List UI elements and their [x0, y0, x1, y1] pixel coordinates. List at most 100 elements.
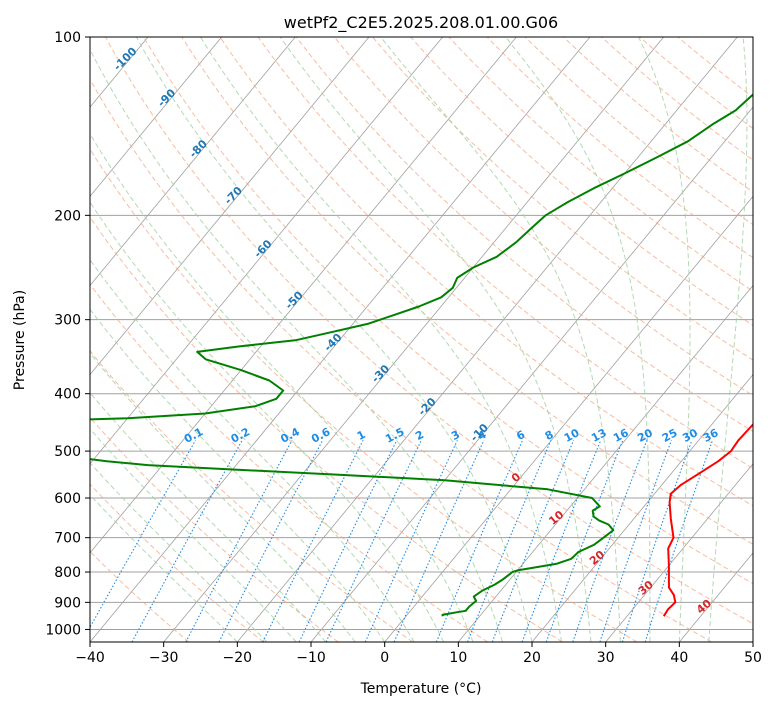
dry-adiabat-line [90, 416, 339, 642]
x-tick-label: −40 [75, 650, 105, 666]
dry-adiabat-line [219, 37, 753, 507]
x-tick-label: 10 [449, 650, 467, 666]
isotherm-label: -100 [111, 44, 140, 73]
isotherm-label: -80 [187, 137, 210, 160]
plot-frame [89, 36, 754, 643]
isotherm-label: -70 [222, 184, 245, 207]
moist-adiabat-line [90, 48, 503, 642]
isotherm-label: -50 [283, 288, 306, 311]
mixing-ratio-label: 2 [413, 428, 426, 443]
x-tick-label: 20 [523, 650, 541, 666]
isotherm-line [605, 463, 753, 642]
x-tick-label: 50 [744, 650, 762, 666]
y-tick-label: 700 [54, 531, 81, 547]
mixing-ratio-line [621, 440, 693, 642]
mixing-ratio-line [218, 440, 324, 642]
mixing-ratio-label: 8 [543, 428, 556, 443]
mixing-ratio-label: 20 [635, 426, 655, 445]
mixing-ratio-line [644, 440, 714, 642]
isotherm-line [90, 37, 591, 642]
mixing-ratio-label: 1 [355, 428, 368, 443]
dry-adiabat-line [448, 37, 753, 292]
y-tick-label: 1000 [45, 622, 81, 638]
y-tick-label: 500 [54, 444, 81, 460]
mixing-ratio-line [545, 440, 624, 642]
y-axis-label: Pressure (hPa) [12, 290, 28, 390]
isotherm-line [531, 373, 753, 642]
dry-adiabat-line [90, 483, 264, 642]
mixing-ratio-label: 16 [611, 426, 631, 445]
dry-adiabat-line [90, 350, 414, 642]
x-tick-label: 30 [597, 650, 615, 666]
dewpoint-upper-profile [90, 93, 753, 421]
mixing-ratio-label: 0.1 [182, 425, 205, 446]
mixing-ratio-line [393, 440, 485, 642]
mixing-ratio-line [185, 440, 293, 642]
moist-adiabat-line [90, 462, 268, 642]
isotherm-line [237, 37, 738, 642]
temperature-profile [662, 422, 753, 617]
isotherm-line [458, 284, 753, 642]
chart-title: wetPf2_C2E5.2025.208.01.00.G06 [284, 13, 558, 33]
x-tick-label: −20 [223, 650, 253, 666]
isotherm-line [163, 37, 664, 642]
moist-adiabat-line [90, 391, 327, 642]
x-tick-label: −10 [296, 650, 326, 666]
y-tick-label: 300 [54, 313, 81, 329]
mixing-ratio-line [262, 440, 364, 642]
mixing-ratio-line [325, 440, 422, 642]
isotherm-line [90, 37, 296, 287]
mixing-ratio-label: 0.6 [309, 425, 333, 446]
dry-adiabat-line [372, 37, 753, 361]
dry-adiabat-label: 20 [587, 548, 607, 568]
moist-adiabat-line [504, 37, 651, 642]
dry-adiabat-line [181, 37, 753, 545]
moist-adiabat-line [199, 37, 562, 642]
mixing-ratio-line [466, 440, 552, 642]
moist-adiabat-line [90, 308, 386, 642]
y-tick-label: 900 [54, 595, 81, 611]
dry-adiabat-line [90, 550, 190, 642]
isotherm-line [310, 106, 753, 642]
dry-adiabat-line [90, 148, 638, 642]
moist-adiabat-line [637, 37, 691, 642]
isotherm-line [90, 37, 222, 197]
y-tick-label: 100 [54, 30, 81, 46]
dry-adiabat-line [524, 37, 753, 226]
dry-adiabat-line [677, 37, 753, 98]
y-tick-label: 800 [54, 565, 81, 581]
mixing-ratio-line [572, 440, 648, 642]
moist-adiabat-line [90, 494, 238, 642]
x-tick-label: 0 [380, 650, 389, 666]
dry-adiabat-label: 10 [546, 508, 566, 528]
moist-adiabat-line [90, 428, 297, 642]
dry-adiabat-line [295, 37, 753, 433]
mixing-ratio-label: 0.4 [278, 425, 302, 446]
mixing-ratio-line [90, 440, 196, 629]
mixing-ratio-line [599, 440, 673, 642]
mixing-ratio-line [521, 440, 602, 642]
dry-adiabat-line [90, 216, 563, 642]
isotherm-label: -60 [251, 237, 274, 260]
x-axis-label: Temperature (°C) [360, 681, 482, 697]
isotherm-label: -10 [468, 421, 491, 444]
mixing-ratio-line [298, 440, 398, 642]
x-tick-label: −30 [149, 650, 179, 666]
isotherm-label: -90 [155, 86, 178, 109]
isotherm-line [0, 37, 1, 642]
mixing-ratio-label: 6 [514, 428, 527, 443]
dry-adiabat-line [105, 37, 753, 625]
dry-adiabat-line [410, 37, 753, 326]
dry-adiabat-label: 30 [636, 578, 656, 598]
isotherm-line [90, 37, 370, 376]
moist-adiabat-line [708, 37, 748, 642]
moist-adiabat-line [135, 37, 533, 642]
isotherm-label: -30 [369, 362, 392, 385]
mixing-ratio-line [435, 440, 524, 642]
moist-adiabat-line [90, 258, 415, 642]
moist-adiabat-line [380, 37, 621, 642]
isotherm-line [679, 552, 753, 642]
moist-adiabat-line [279, 37, 592, 642]
mixing-ratio-label: 3 [449, 428, 462, 443]
